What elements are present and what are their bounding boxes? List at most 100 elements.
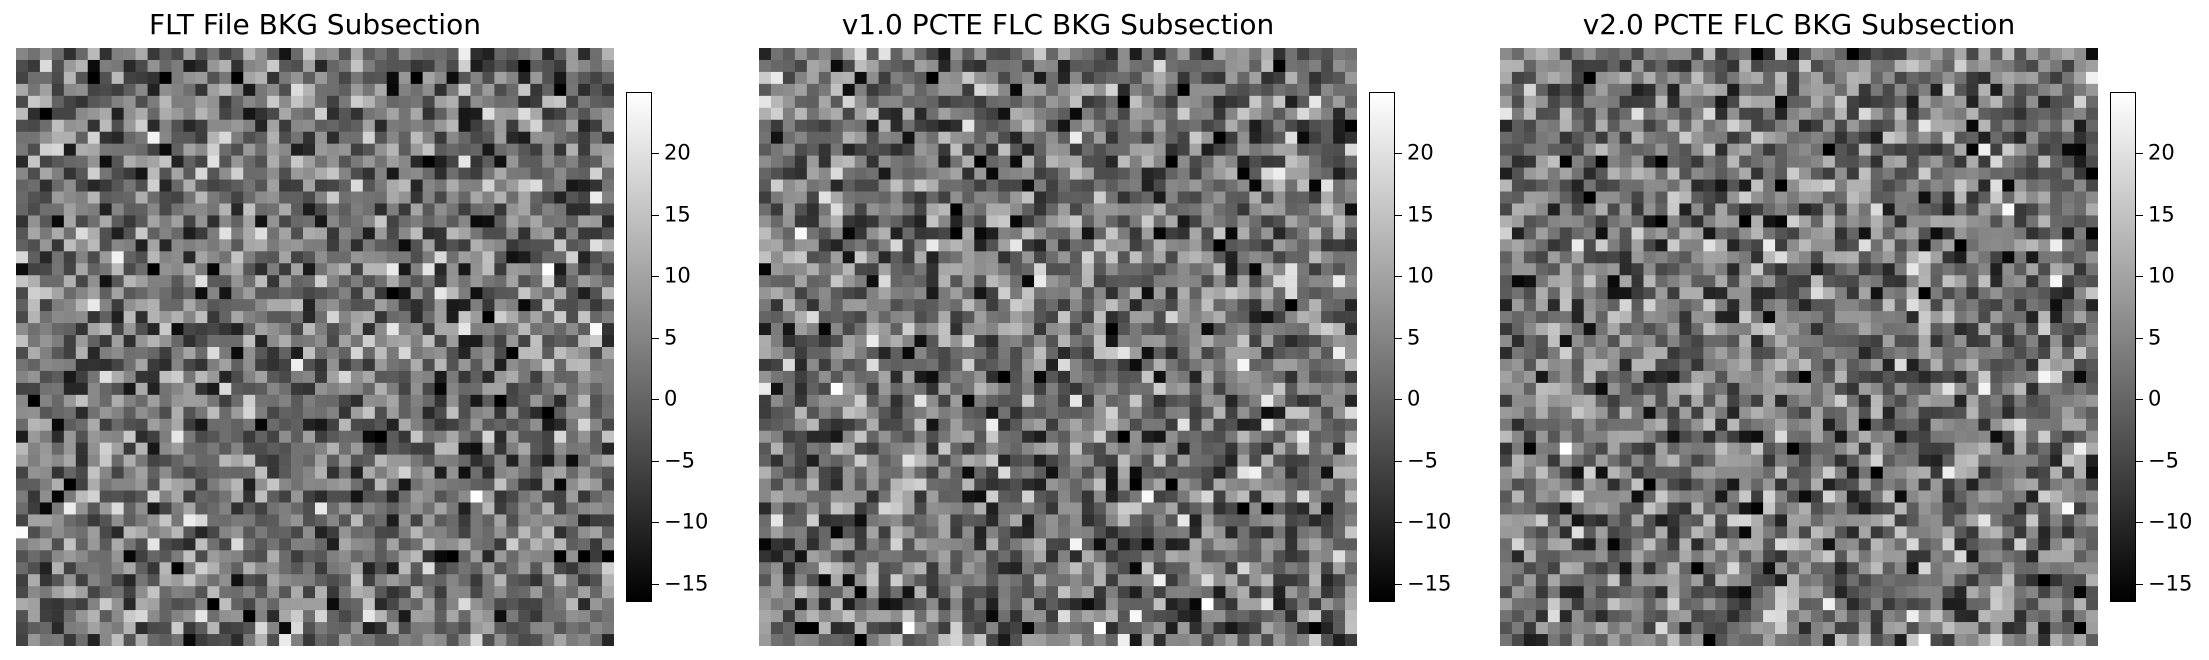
heatmap-cell [362,251,376,264]
heatmap-cell [830,71,844,85]
heatmap-cell [63,502,77,515]
heatmap-cell [243,538,256,551]
heatmap-cell [1010,251,1023,264]
heatmap-cell [782,406,796,420]
chart-title: v1.0 PCTE FLC BKG Subsection [841,8,1275,41]
heatmap-cell [446,119,459,133]
heatmap-cell [770,538,784,551]
heatmap-cell [267,227,280,240]
heatmap-cell [842,394,855,408]
heatmap-cell [902,191,915,204]
heatmap-cell [51,538,65,551]
heatmap-cell [854,562,867,575]
heatmap-cell [303,622,316,635]
heatmap-cell [326,107,340,121]
heatmap-cell [1213,586,1226,599]
heatmap-cell [1022,382,1035,396]
heatmap-cell [962,107,975,121]
heatmap-cell [350,538,364,551]
heatmap-cell [1297,347,1310,360]
heatmap-cell [759,215,772,228]
heatmap-cell [1105,263,1119,276]
heatmap-cell [171,71,184,85]
heatmap-cell [1093,287,1107,300]
heatmap-cell [183,215,196,228]
heatmap-cell [183,466,196,479]
heatmap-cell [147,48,160,61]
heatmap-cell [590,167,603,180]
heatmap-cell [878,275,891,288]
heatmap-cell [1129,227,1143,240]
heatmap-cell [938,143,951,156]
heatmap-cell [39,550,53,563]
heatmap-cell [1213,490,1226,503]
heatmap-cell [183,251,196,264]
heatmap-cell [578,95,591,109]
heatmap-cell [530,179,543,192]
heatmap-cell [770,562,784,575]
heatmap-cell [195,323,208,336]
heatmap-cell [1165,526,1178,539]
heatmap-cell [566,203,579,216]
heatmap-cell [782,155,796,168]
heatmap-cell [1141,323,1154,336]
heatmap-cell [1225,562,1238,575]
heatmap-cell [1285,131,1298,144]
heatmap-cell [759,454,772,467]
heatmap-cell [231,562,244,575]
heatmap-cell [243,526,256,539]
heatmap-cell [171,478,184,491]
heatmap-cell [554,131,567,144]
heatmap-cell [1129,95,1143,109]
heatmap-cell [1046,358,1059,372]
heatmap-cell [195,382,208,396]
heatmap-cell [878,71,891,85]
heatmap-cell [39,526,53,539]
heatmap-cell [1213,394,1226,408]
heatmap-cell [950,394,963,408]
heatmap-cell [207,610,220,623]
heatmap-cell [183,107,196,121]
heatmap-cell [554,370,567,384]
heatmap-cell [1153,574,1166,587]
heatmap-cell [111,227,124,240]
heatmap-cell [854,454,867,467]
heatmap-cell [243,71,256,85]
heatmap-cell [482,299,495,312]
heatmap-cell [350,370,364,384]
heatmap-cell [147,478,160,491]
heatmap-cell [890,538,903,551]
heatmap-cell [434,478,447,491]
heatmap-cell [195,634,208,646]
heatmap-cell [998,358,1011,372]
heatmap-cell [1297,562,1310,575]
heatmap-cell [458,71,471,85]
heatmap-cell [231,598,244,611]
heatmap-cell [279,239,292,252]
heatmap-cell [207,382,220,396]
heatmap-cell [422,119,435,133]
heatmap-cell [231,119,244,133]
heatmap-cell [183,502,196,515]
heatmap-cell [590,370,603,384]
heatmap-cell [578,562,591,575]
heatmap-cell [1034,191,1047,204]
heatmap-cell [1225,430,1238,443]
heatmap-cell [890,59,903,73]
heatmap-cell [554,71,567,85]
heatmap-cell [818,610,832,623]
heatmap-cell [530,131,543,144]
heatmap-cell [398,538,411,551]
heatmap-cell [75,586,89,599]
heatmap-cell [1285,622,1298,635]
heatmap-cell [1177,335,1190,348]
heatmap-cell [123,622,136,635]
heatmap-cell [890,622,903,635]
heatmap-cell [962,299,975,312]
heatmap-cell [231,275,244,288]
heatmap-cell [914,48,927,61]
heatmap-cell [99,406,112,420]
heatmap-cell [350,586,364,599]
heatmap-cell [398,299,411,312]
heatmap-cell [1333,167,1346,180]
